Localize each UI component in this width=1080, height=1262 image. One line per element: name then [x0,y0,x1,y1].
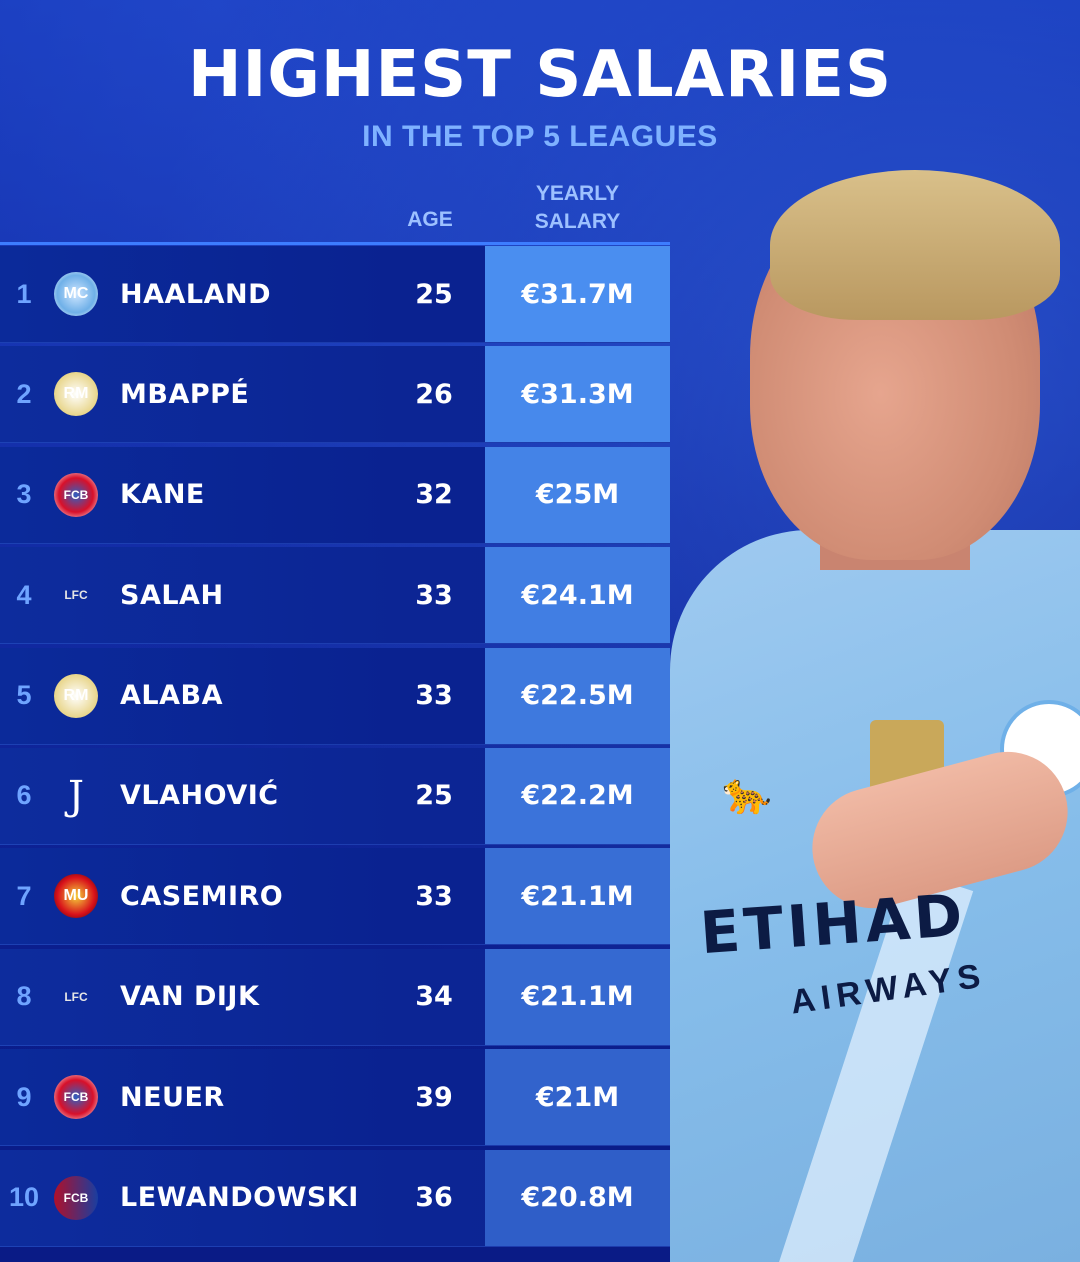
table-row: 1 MC HAALAND 25 €31.7M [0,246,670,343]
player-name: MBAPPÉ [120,378,250,410]
player-age: 25 [415,780,453,812]
barcelona-crest-icon: FCB [54,1175,98,1220]
page-subtitle: IN THE TOP 5 LEAGUES [362,120,718,153]
bayern-munich-crest-icon: FCB [54,472,98,517]
rank-number: 4 [16,579,32,610]
player-age: 26 [415,378,453,410]
player-name: VAN DIJK [120,981,260,1013]
table-row: 8 LFC VAN DIJK 34 €21.1M [0,948,670,1046]
liverpool-crest-icon: LFC [64,989,88,1004]
player-age: 33 [415,579,453,611]
yearly-salary: €31.7M [485,246,670,342]
manchester-united-crest-icon: MU [54,874,98,919]
real-madrid-crest-icon: RM [54,372,98,417]
real-madrid-crest-icon: RM [54,673,98,718]
player-name: SALAH [120,579,224,611]
yearly-salary: €31.3M [485,346,670,443]
yearly-salary: €21.1M [485,948,670,1045]
column-header-salary-line1: YEARLY [535,182,620,205]
player-photo: 🐆 ETIHAD AIRWAYS [670,170,1080,1262]
player-age: 33 [415,880,453,912]
liverpool-crest-icon: LFC [64,588,88,603]
table-row: 10 FCB LEWANDOWSKI 36 €20.8M [0,1149,670,1247]
rank-number: 7 [16,880,32,911]
yearly-salary: €21M [485,1049,670,1146]
yearly-salary: €24.1M [485,547,670,644]
yearly-salary: €25M [485,446,670,543]
table-row: 7 MU CASEMIRO 33 €21.1M [0,848,670,946]
player-name: VLAHOVIĆ [120,780,279,812]
table-row: 9 FCB NEUER 39 €21M [0,1049,670,1147]
player-age: 34 [415,981,453,1013]
player-name: ALABA [120,680,223,712]
column-header-age: AGE [407,208,453,231]
column-header-salary-line2: SALARY [534,210,621,233]
yearly-salary: €22.5M [485,647,670,744]
player-age: 25 [415,278,453,310]
table-top-divider [0,242,670,245]
player-age: 33 [415,680,453,712]
player-name: KANE [120,479,205,511]
table-row: 6 J VLAHOVIĆ 25 €22.2M [0,747,670,845]
player-name: LEWANDOWSKI [120,1182,359,1214]
player-hair [770,170,1060,320]
player-age: 36 [415,1182,453,1214]
yearly-salary: €20.8M [485,1149,670,1246]
yearly-salary: €21.1M [485,848,670,945]
yearly-salary: €22.2M [485,747,670,844]
rank-number: 10 [8,1182,40,1213]
bayern-munich-crest-icon: FCB [54,1075,98,1120]
table-row: 3 FCB KANE 32 €25M [0,446,670,544]
rank-number: 6 [16,780,32,811]
salary-table: 1 MC HAALAND 25 €31.7M 2 RM MBAPPÉ 26 €31.3M 3 FCB K… [0,246,670,1250]
table-row: 4 LFC SALAH 33 €24.1M [0,547,670,645]
player-name: CASEMIRO [120,880,284,912]
rank-number: 9 [16,1081,32,1112]
rank-number: 8 [16,981,32,1012]
manchester-city-crest-icon: MC [54,272,98,316]
player-name: NEUER [120,1081,225,1113]
rank-number: 3 [16,479,32,510]
table-row: 2 RM MBAPPÉ 26 €31.3M [0,346,670,444]
rank-number: 1 [16,278,32,309]
puma-logo-icon: 🐆 [722,772,772,816]
table-row: 5 RM ALABA 33 €22.5M [0,647,670,745]
page-title: HIGHEST SALARIES [187,38,893,112]
player-age: 32 [415,479,453,511]
column-header-salary: YEARLY SALARY [500,180,655,236]
player-name: HAALAND [120,278,271,310]
player-age: 39 [415,1081,453,1113]
rank-number: 2 [16,378,32,409]
rank-number: 5 [16,680,32,711]
juventus-crest-icon: J [67,772,85,819]
